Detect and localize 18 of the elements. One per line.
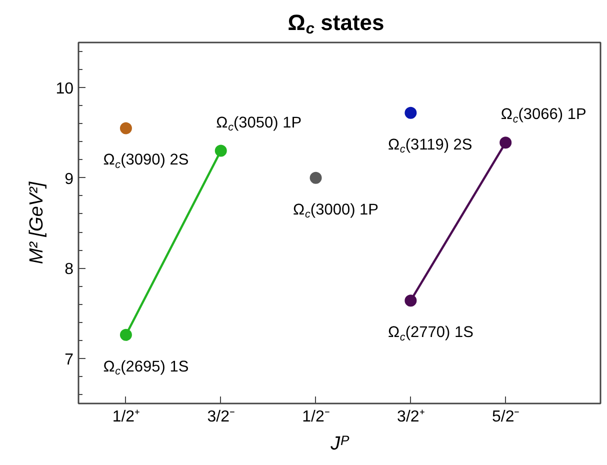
point (310, 172, 322, 184)
x-tick-label: 5/2⁻ (492, 408, 520, 426)
point (120, 122, 132, 134)
point (500, 136, 512, 149)
y-tick-label: 8 (64, 261, 74, 278)
x-tick-label: 3/2⁻ (207, 408, 234, 426)
point (214, 144, 227, 157)
y-tick-label: 10 (56, 80, 74, 98)
x-tick-label: 3/2⁺ (397, 408, 424, 426)
x-axis-title: Jᴾ (330, 434, 350, 454)
point (120, 328, 132, 341)
point (404, 106, 417, 119)
x-tick-label: 1/2⁻ (302, 408, 330, 426)
x-tick-label: 1/2⁺ (112, 408, 140, 426)
y-tick-label: 9 (64, 170, 74, 188)
y-axis-title: M² [GeV²] (26, 181, 48, 264)
point (404, 294, 417, 307)
y-tick-label: 7 (64, 351, 74, 368)
